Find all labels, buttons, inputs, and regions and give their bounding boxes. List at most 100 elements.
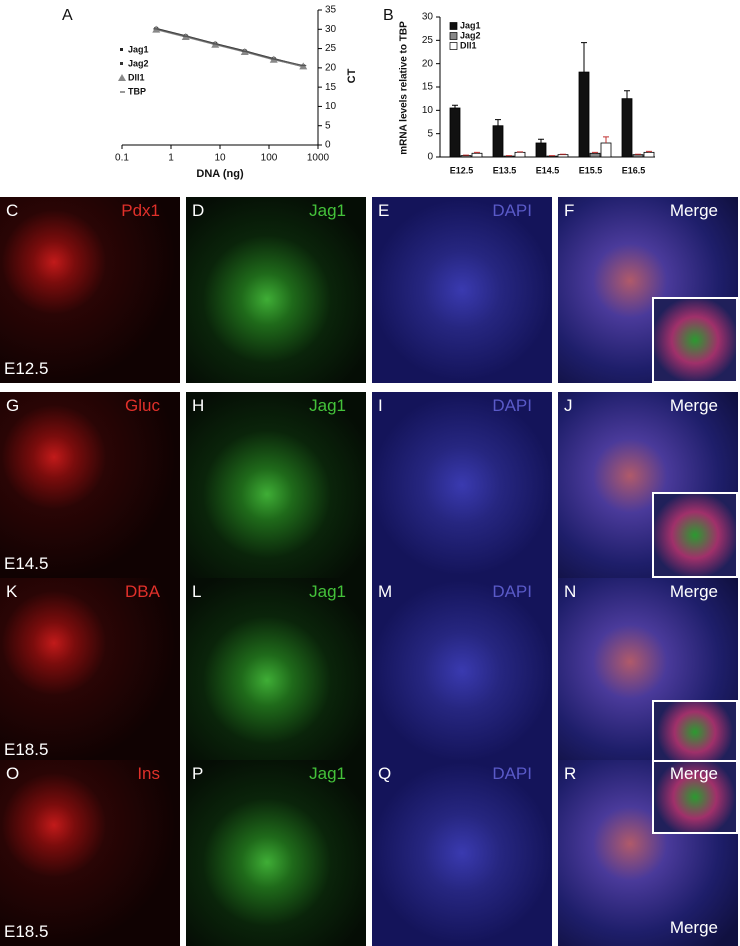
y-tick-label: 35	[325, 5, 337, 16]
point	[242, 51, 248, 52]
y-tick-label: 5	[325, 120, 331, 131]
error-bar	[624, 91, 630, 99]
x-tick-label: 0.1	[115, 153, 129, 164]
point	[183, 36, 189, 37]
bar	[515, 152, 525, 157]
y-tick-label: 15	[325, 82, 337, 93]
micrograph: O Ins E18.5	[0, 760, 180, 946]
bar	[547, 156, 557, 157]
point	[300, 65, 306, 66]
legend-label: Dll1	[460, 40, 477, 50]
legend-marker	[120, 48, 123, 51]
y-tick-label: 20	[325, 62, 337, 73]
stain-label: DAPI	[492, 396, 532, 416]
panel-letter: B	[383, 7, 394, 24]
stain-label: Merge	[670, 396, 718, 416]
bar	[601, 143, 611, 157]
panel-letter: J	[564, 396, 573, 416]
micrograph: J Merge	[558, 392, 738, 578]
stage-label: E12.5	[4, 359, 48, 379]
y-tick-label: 10	[422, 105, 434, 116]
x-tick-label: E12.5	[450, 165, 474, 175]
legend-marker	[118, 74, 126, 81]
micrograph: M DAPI	[372, 578, 552, 764]
y-tick-label: 30	[325, 24, 337, 35]
legend-label: Jag2	[460, 30, 481, 40]
micrograph: E DAPI	[372, 197, 552, 383]
y-tick-label: 10	[325, 101, 337, 112]
y-tick-label: 20	[422, 58, 434, 69]
x-tick-label: 100	[261, 153, 278, 164]
point	[212, 43, 218, 44]
panel-letter: K	[6, 582, 17, 602]
y-axis-label: mRNA levels relative to TBP	[399, 21, 410, 155]
panel-letter: F	[564, 201, 574, 221]
panel-letter: M	[378, 582, 392, 602]
inset	[652, 492, 738, 578]
stage-label: E14.5	[4, 554, 48, 574]
stain-label: Jag1	[309, 201, 346, 221]
panel-letter: G	[6, 396, 19, 416]
panel-letter: O	[6, 764, 19, 784]
legend-label: TBP	[128, 86, 146, 96]
y-tick-label: 30	[422, 12, 434, 23]
panel-letter: E	[378, 201, 389, 221]
point	[271, 58, 277, 59]
bar	[590, 153, 600, 157]
stain-label: DAPI	[492, 582, 532, 602]
y-tick-label: 25	[325, 43, 337, 54]
stage-label: E18.5	[4, 922, 48, 942]
x-axis-label: DNA (ng)	[196, 168, 244, 180]
bar	[472, 153, 482, 157]
x-tick-label: E16.5	[622, 165, 646, 175]
bar	[558, 155, 568, 157]
stain-label: Merge	[670, 764, 718, 784]
stain-label: Jag1	[309, 582, 346, 602]
bar	[622, 99, 632, 157]
merge-label: Merge	[670, 918, 718, 938]
stain-label: DAPI	[492, 764, 532, 784]
x-tick-label: E14.5	[536, 165, 560, 175]
panel-letter: C	[6, 201, 18, 221]
bar	[493, 126, 503, 157]
error-bar	[581, 43, 587, 72]
panel-letter: P	[192, 764, 203, 784]
panel-letter: I	[378, 396, 383, 416]
legend-marker	[450, 33, 457, 40]
y-axis-label: CT	[346, 68, 358, 83]
bar	[633, 155, 643, 157]
panel-letter: D	[192, 201, 204, 221]
error-bar	[603, 137, 609, 143]
panel-letter: A	[62, 7, 73, 24]
stain-label: Jag1	[309, 764, 346, 784]
legend-label: Dll1	[128, 72, 145, 82]
x-tick-label: 1000	[307, 153, 330, 164]
y-tick-label: 0	[325, 140, 331, 151]
legend-label: Jag2	[128, 58, 149, 68]
micrograph: I DAPI	[372, 392, 552, 578]
point	[153, 28, 159, 29]
micrograph: C Pdx1 E12.5	[0, 197, 180, 383]
error-bar	[538, 139, 544, 143]
error-bar	[452, 105, 458, 108]
stain-label: Merge	[670, 582, 718, 602]
legend-marker	[450, 43, 457, 50]
y-tick-label: 5	[427, 128, 433, 139]
legend-label: Jag1	[460, 20, 481, 30]
stain-label: DAPI	[492, 201, 532, 221]
stain-label: DBA	[125, 582, 160, 602]
x-tick-label: E13.5	[493, 165, 517, 175]
inset	[652, 700, 738, 764]
stain-label: Ins	[137, 764, 160, 784]
bar	[536, 143, 546, 157]
bar	[461, 156, 471, 157]
stain-label: Pdx1	[121, 201, 160, 221]
